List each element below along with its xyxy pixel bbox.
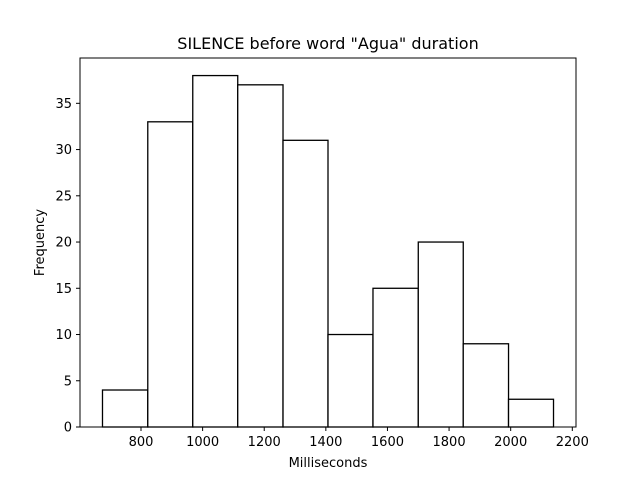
histogram-bar-10: [507, 398, 555, 428]
histogram-bar-5: [282, 139, 329, 428]
y-tick-label: 15: [55, 282, 72, 297]
x-axis-label: Milliseconds: [289, 456, 368, 471]
x-tick-label: 1200: [248, 435, 281, 450]
histogram-bar-7: [372, 287, 419, 428]
x-tick-label: 1600: [371, 435, 404, 450]
bars-group: [101, 74, 555, 428]
histogram-bar-3: [192, 74, 239, 428]
x-axis: 800 1000 1200 1400 1600 1800 2000 2200: [129, 427, 589, 450]
y-tick-label: 35: [55, 97, 72, 112]
histogram-bar-4: [237, 84, 284, 428]
histogram-bar-9: [462, 343, 510, 428]
y-tick-label: 30: [55, 143, 72, 158]
y-axis: 0 5 10 15 20 25 30 35: [55, 97, 80, 436]
x-tick-label: 1800: [433, 435, 466, 450]
histogram-bar-6: [327, 333, 374, 428]
y-axis-label: Frequency: [33, 209, 48, 276]
histogram-bar-8: [417, 241, 464, 428]
x-tick-label: 800: [129, 435, 154, 450]
y-tick-label: 20: [55, 236, 72, 251]
histogram-bar-2: [147, 121, 194, 428]
chart-title: SILENCE before word "Agua" duration: [177, 34, 478, 53]
x-tick-label: 2000: [494, 435, 527, 450]
x-tick-label: 1400: [309, 435, 342, 450]
y-tick-label: 25: [55, 189, 72, 204]
x-tick-label: 2200: [556, 435, 589, 450]
x-tick-label: 1000: [186, 435, 219, 450]
y-tick-label: 5: [64, 374, 72, 389]
histogram-bar-1: [101, 389, 149, 428]
y-tick-label: 10: [55, 328, 72, 343]
y-tick-label: 0: [64, 421, 72, 436]
